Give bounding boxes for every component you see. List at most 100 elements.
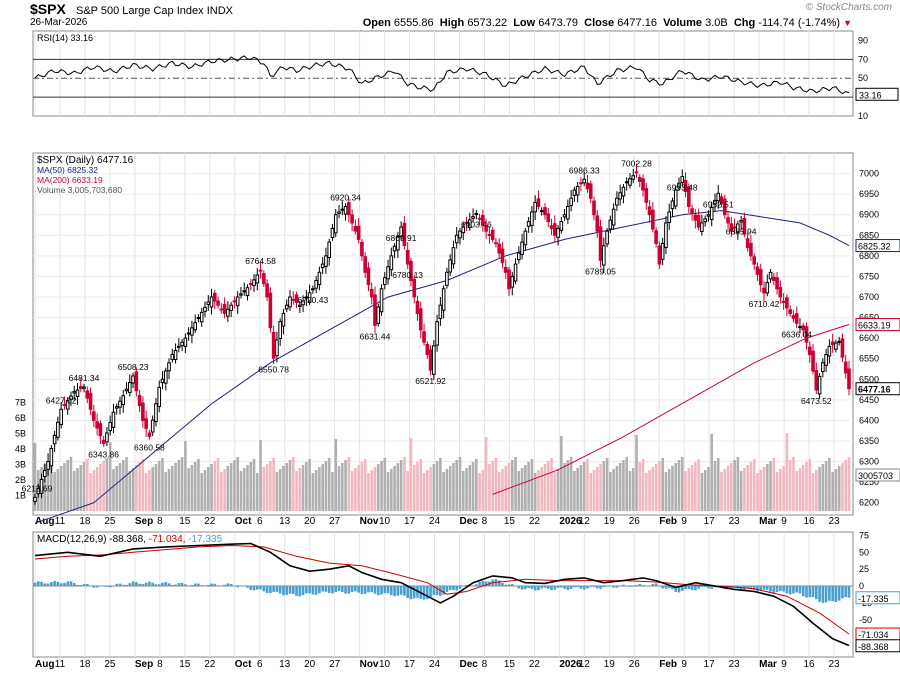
volume-bar (184, 441, 187, 511)
macd-hist-bar (828, 586, 831, 601)
macd-hist-bar (386, 586, 390, 594)
candle-body (147, 432, 152, 437)
macd-hist-bar (811, 586, 815, 598)
volume-bar (92, 470, 96, 511)
volume-bar (579, 465, 583, 511)
volume-bar (233, 460, 236, 511)
volume-bar (255, 473, 259, 511)
candle-body (559, 221, 564, 231)
macd-hist-bar (530, 586, 534, 589)
macd-hist-bar (223, 584, 226, 587)
candle-body (422, 331, 426, 343)
price-last-tag: 6477.16 (858, 385, 891, 395)
candle-body (425, 343, 430, 356)
candle-body (562, 214, 567, 218)
x-tick-label: 9 (781, 659, 787, 670)
candle-body (517, 252, 521, 261)
candle-body (696, 215, 701, 228)
price-legend-item: MA(200) 6633.19 (37, 175, 103, 185)
price-tick-label: 7000 (859, 169, 879, 179)
candle-body (39, 478, 44, 494)
volume-bar (327, 458, 331, 511)
price-panel-frame (32, 152, 854, 516)
macd-hist-bar (246, 586, 249, 588)
candle-body (327, 241, 332, 259)
macd-hist-bar (144, 582, 148, 587)
x-tick-label: 27 (329, 659, 341, 670)
candle-body (484, 225, 488, 232)
candle-body (127, 382, 132, 393)
macd-hist-bar (95, 586, 99, 588)
macd-hist-bar (422, 586, 426, 600)
price-tick-label: 6950 (859, 189, 879, 199)
candle-body (124, 388, 129, 392)
volume-value: 3.0B (705, 17, 728, 29)
macd-hist-bar (262, 586, 266, 592)
macd-hist-bar (425, 586, 429, 600)
volume-bar (788, 460, 792, 511)
volume-bar (125, 457, 128, 511)
candle-body (242, 290, 247, 293)
volume-bar (543, 464, 547, 511)
candle-body (412, 278, 417, 298)
candle-body (131, 375, 135, 384)
macd-hist-bar (138, 583, 141, 587)
volume-bar (115, 466, 119, 511)
macd-hist-bar (504, 584, 508, 587)
candle-body (330, 227, 335, 239)
macd-hist-bar (589, 586, 593, 587)
candle-body (755, 266, 760, 275)
candle-body (811, 350, 815, 372)
macd-hist-bar (788, 586, 792, 595)
macd-hist-bar (125, 584, 128, 587)
candle-body (451, 247, 456, 265)
volume-bar (805, 462, 808, 511)
price-annotation: 6550.78 (258, 364, 289, 374)
x-tick-label: 15 (504, 659, 516, 670)
macd-hist-bar (517, 586, 521, 589)
candle-body (687, 186, 691, 207)
macd-hist-bar (301, 586, 305, 596)
volume-bar (468, 465, 472, 511)
volume-bar (556, 469, 560, 511)
x-tick-label: Nov (360, 516, 379, 527)
price-annotation: 6508.23 (118, 362, 149, 372)
candle-body (252, 279, 256, 286)
price-tick-label: 6300 (859, 457, 879, 467)
candle-body (396, 236, 400, 251)
volume-bar (340, 463, 344, 511)
macd-hist-bar (697, 586, 700, 589)
volume-bar (347, 457, 351, 511)
candle-body (206, 301, 211, 305)
candle-body (212, 292, 217, 302)
macd-hist-bar (524, 586, 527, 590)
macd-hist-bar (553, 586, 557, 590)
volume-bar (471, 462, 475, 511)
macd-hist-bar (376, 586, 380, 596)
volume-bar (380, 461, 383, 511)
candle-body (804, 326, 809, 343)
volume-bar (664, 472, 668, 511)
candle-body (105, 432, 109, 443)
candle-body (373, 294, 377, 326)
macd-hist-bar (357, 586, 360, 593)
volume-bar (76, 468, 79, 511)
rsi-legend: RSI(14) 33.16 (37, 33, 93, 43)
low-value: 6473.79 (538, 17, 579, 29)
volume-bar (746, 465, 749, 511)
volume-bar (821, 464, 825, 511)
candle-body (183, 337, 188, 347)
volume-bar (465, 468, 468, 511)
macd-hist-bar (360, 586, 364, 595)
open-label: Open (362, 17, 391, 29)
candle-body (160, 378, 165, 384)
macd-hist-bar (759, 586, 763, 591)
volume-bar (220, 472, 223, 511)
volume-last-tag: 3005703 (858, 471, 893, 481)
volume-bar (409, 438, 413, 511)
candle-body (157, 386, 162, 407)
x-tick-label: Mar (759, 516, 777, 527)
volume-bar (269, 461, 272, 511)
x-tick-label: 25 (104, 659, 116, 670)
